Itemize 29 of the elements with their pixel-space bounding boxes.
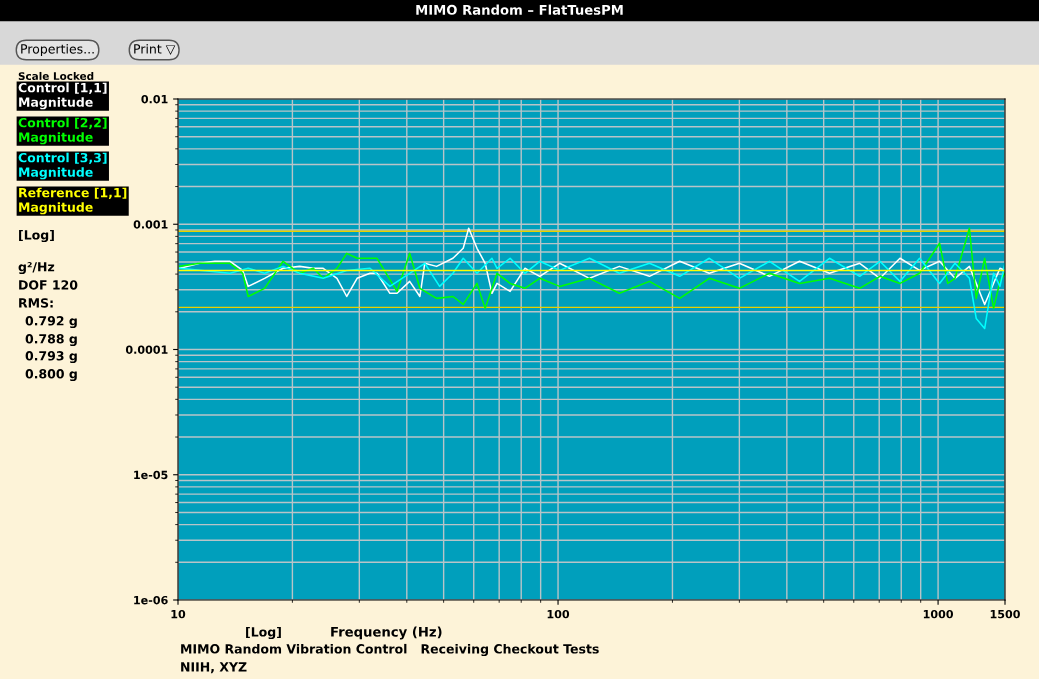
- x-tick-label: 100: [547, 609, 570, 619]
- text: [Log]: [246, 626, 281, 640]
- text: Scale Locked: [18, 71, 94, 81]
- chart-title: MIMO Random – FlatTuesPM: [416, 4, 623, 15]
- x-tick-label: 1000: [923, 609, 954, 619]
- y-tick-label: 1e-06: [134, 595, 168, 605]
- text: 0.788 g: [25, 334, 77, 347]
- text: NIIH, XYZ: [181, 662, 247, 674]
- y-tick-label: 0.001: [133, 220, 168, 229]
- y-tick-label: 0.0001: [125, 345, 168, 354]
- text: 0.793 g: [25, 351, 77, 364]
- text: 0.792 g: [25, 316, 77, 329]
- text: Print ▽: [134, 43, 176, 55]
- text: [Log]: [19, 229, 54, 243]
- text: DOF 120: [19, 280, 78, 290]
- x-tick-label: 10: [171, 609, 186, 619]
- y-tick-label: 0.01: [141, 94, 168, 104]
- text: Control [2,2] Magnitude: [18, 117, 107, 145]
- x-axis-title: Frequency (Hz): [331, 626, 442, 640]
- text: Control [1,1] Magnitude: [18, 82, 107, 110]
- x-tick-label: 1500: [990, 609, 1020, 619]
- text: Control [3,3] Magnitude: [18, 152, 107, 180]
- text: MIMO Random Vibration Control Receiving Checkout Tests: [181, 643, 599, 657]
- text: Reference [1,1] Magnitude: [19, 187, 127, 215]
- text: 0.800 g: [25, 369, 77, 382]
- text: Properties...: [21, 43, 94, 57]
- y-tick-label: 1e-05: [134, 470, 168, 480]
- text: RMS:: [19, 298, 53, 308]
- text: g²/Hz: [18, 262, 55, 275]
